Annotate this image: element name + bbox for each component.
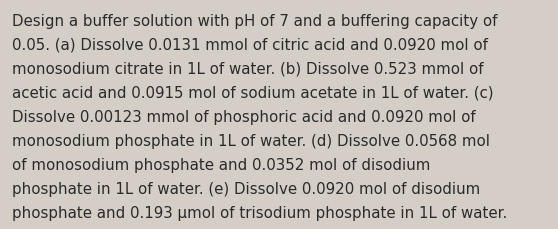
Text: phosphate and 0.193 μmol of trisodium phosphate in 1L of water.: phosphate and 0.193 μmol of trisodium ph… (12, 205, 507, 220)
Text: Dissolve 0.00123 mmol of phosphoric acid and 0.0920 mol of: Dissolve 0.00123 mmol of phosphoric acid… (12, 109, 476, 124)
Text: monosodium phosphate in 1L of water. (d) Dissolve 0.0568 mol: monosodium phosphate in 1L of water. (d)… (12, 134, 490, 148)
Text: Design a buffer solution with pH of 7 and a buffering capacity of: Design a buffer solution with pH of 7 an… (12, 14, 498, 29)
Text: of monosodium phosphate and 0.0352 mol of disodium: of monosodium phosphate and 0.0352 mol o… (12, 157, 430, 172)
Text: acetic acid and 0.0915 mol of sodium acetate in 1L of water. (c): acetic acid and 0.0915 mol of sodium ace… (12, 86, 494, 101)
Text: phosphate in 1L of water. (e) Dissolve 0.0920 mol of disodium: phosphate in 1L of water. (e) Dissolve 0… (12, 181, 480, 196)
Text: 0.05. (a) Dissolve 0.0131 mmol of citric acid and 0.0920 mol of: 0.05. (a) Dissolve 0.0131 mmol of citric… (12, 38, 488, 53)
Text: monosodium citrate in 1L of water. (b) Dissolve 0.523 mmol of: monosodium citrate in 1L of water. (b) D… (12, 62, 484, 77)
